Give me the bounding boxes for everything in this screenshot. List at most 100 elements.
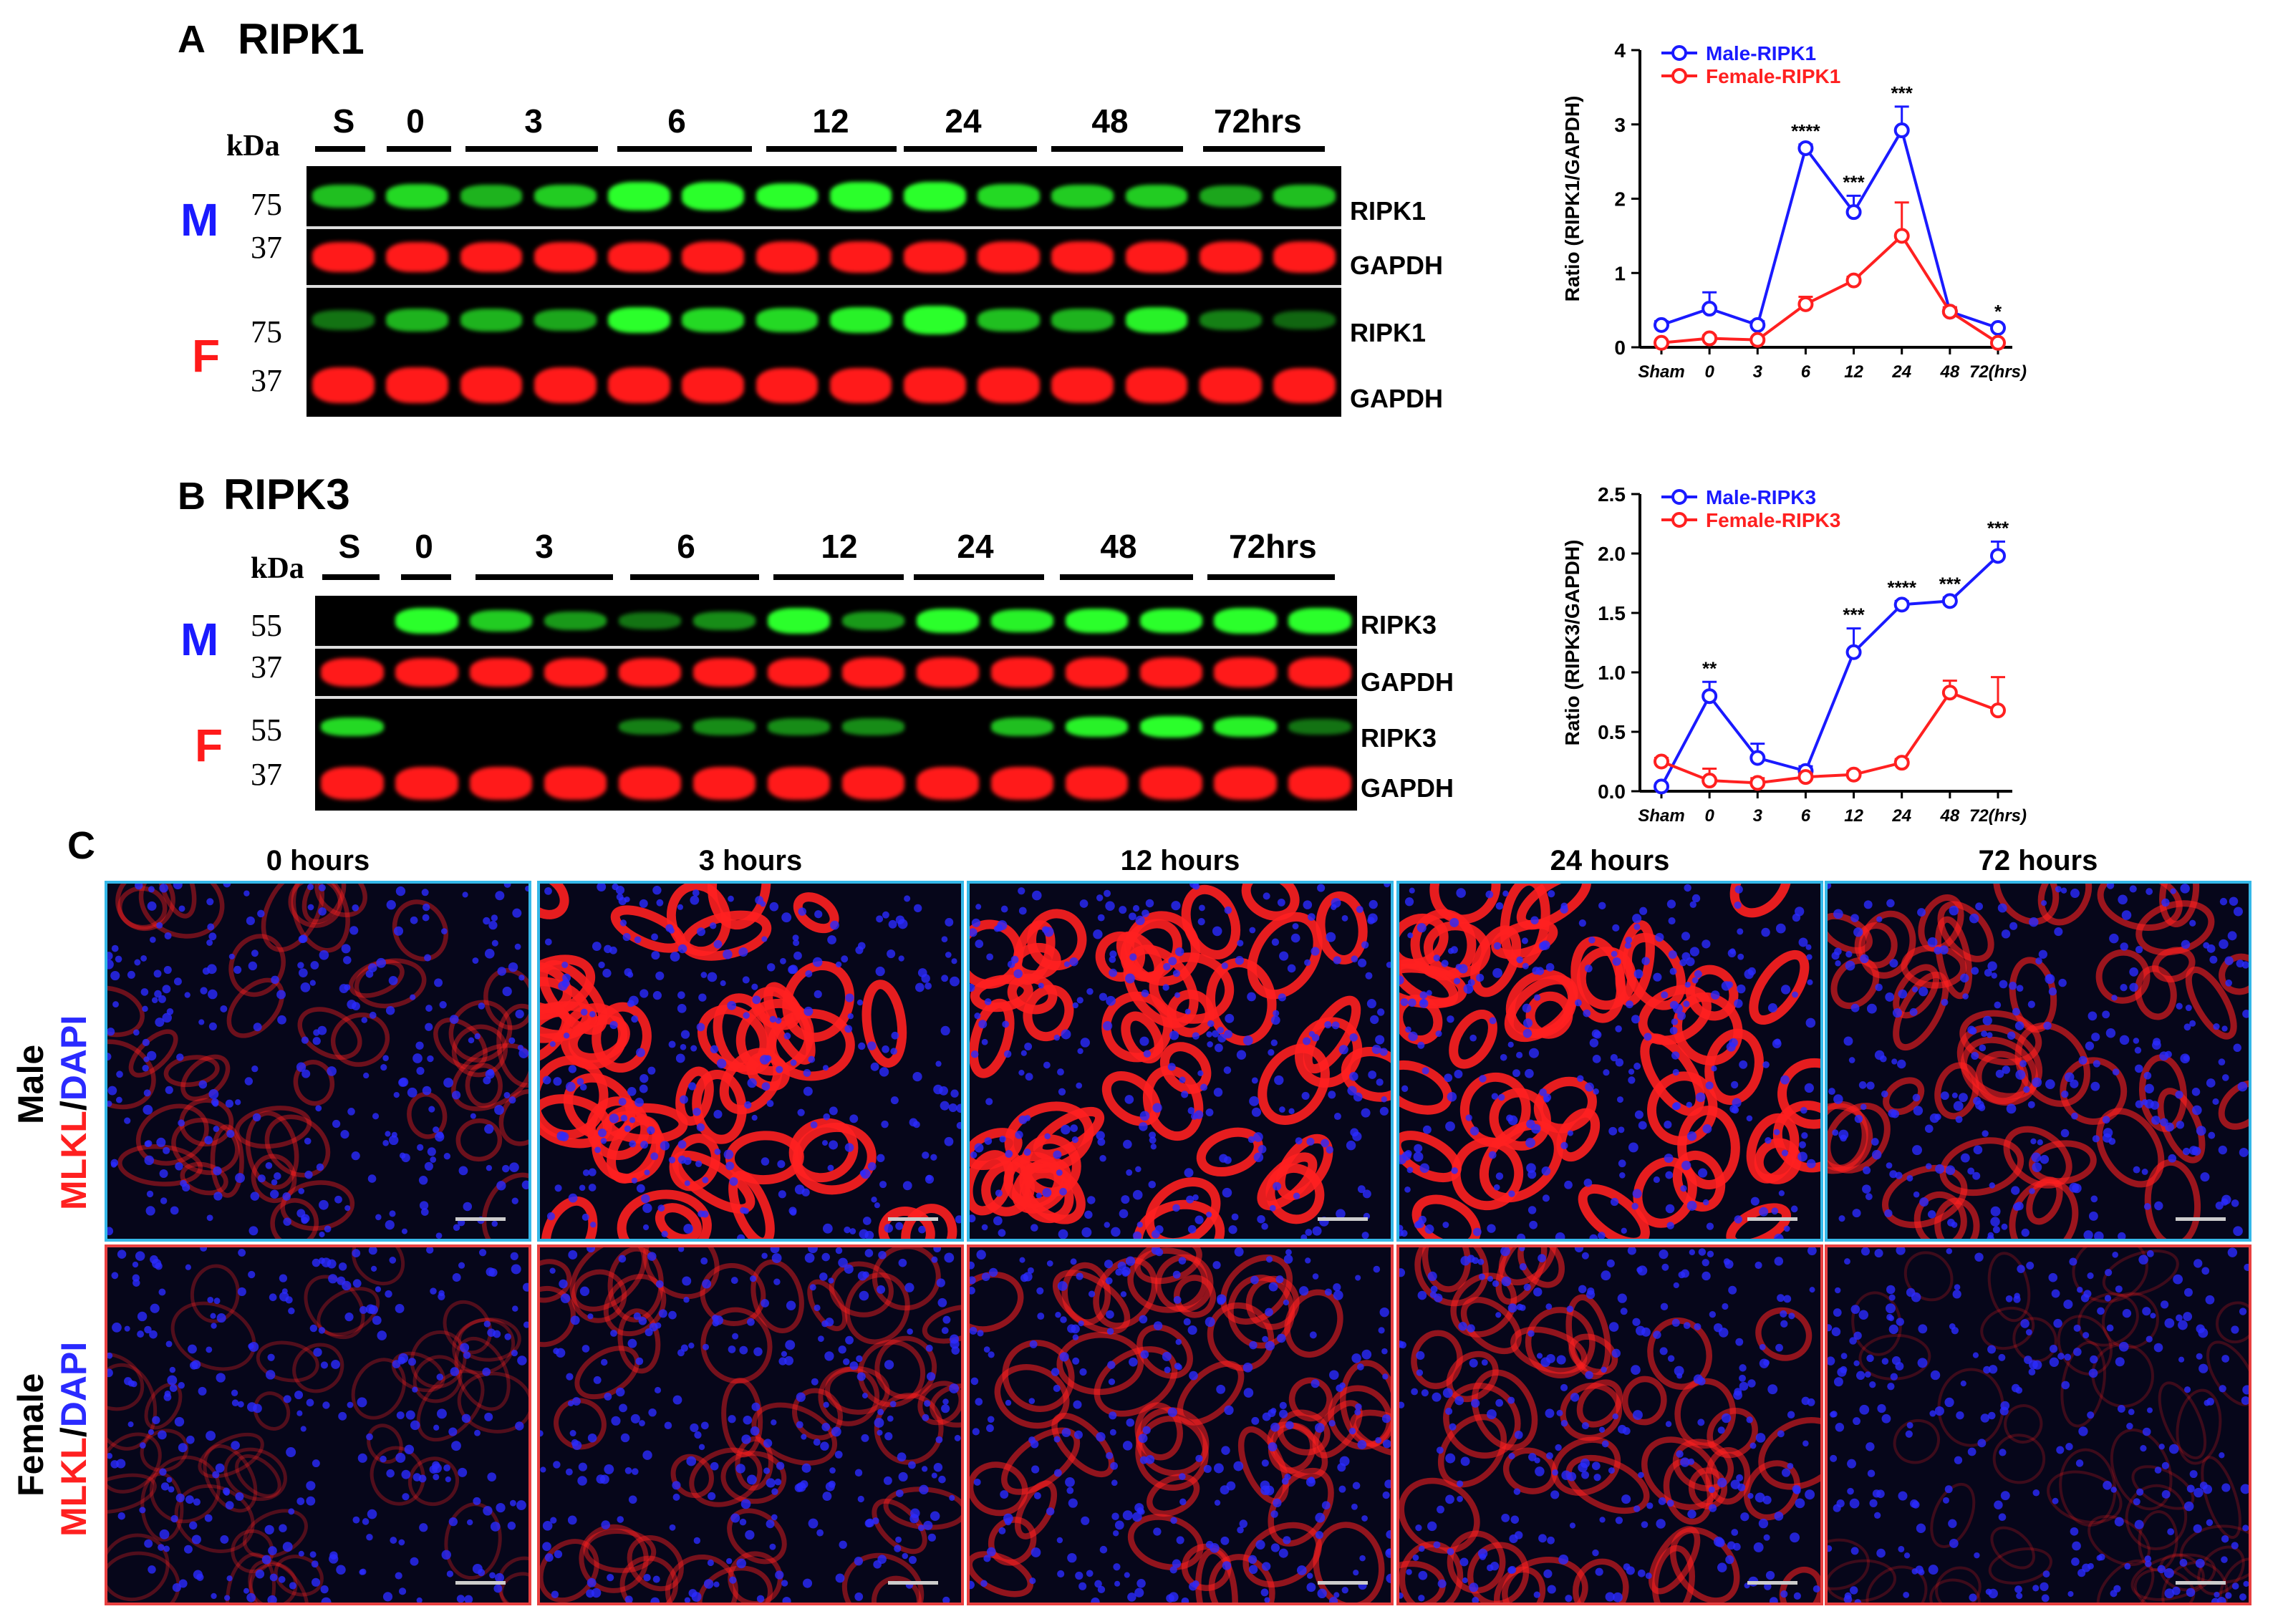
nucleus-dot [1401, 1085, 1409, 1092]
nucleus-dot [1560, 1141, 1568, 1150]
nucleus-dot [1773, 1128, 1780, 1136]
nucleus-dot [213, 1192, 223, 1201]
nucleus-dot [1593, 1474, 1601, 1482]
tubule-stain [1729, 884, 1792, 918]
nucleus-dot [2106, 1324, 2114, 1332]
nucleus-dot [1192, 1580, 1200, 1587]
nucleus-dot [1673, 1282, 1679, 1289]
nucleus-dot [1615, 1025, 1622, 1033]
nucleus-dot [739, 1345, 748, 1355]
tubule-stain [665, 1554, 738, 1603]
tubule-stain [1207, 1302, 1275, 1371]
nucleus-dot [1495, 1172, 1504, 1180]
nucleus-dot [2179, 1559, 2188, 1567]
nucleus-dot [713, 1581, 720, 1587]
nucleus-dot [1954, 1456, 1963, 1464]
nucleus-dot [1326, 932, 1336, 942]
tubule-stain [243, 1509, 308, 1559]
nucleus-dot [1136, 1222, 1143, 1228]
nucleus-dot [1179, 1498, 1187, 1506]
nucleus-dot [1958, 1093, 1968, 1103]
nucleus-dot [1737, 953, 1744, 960]
nucleus-dot [2209, 955, 2218, 964]
nucleus-dot [504, 1333, 511, 1340]
nucleus-dot [1790, 1205, 1798, 1213]
nucleus-dot [890, 1048, 897, 1055]
nucleus-dot [1093, 929, 1103, 939]
tubule-stain [1854, 922, 1898, 969]
nucleus-dot [311, 1577, 321, 1587]
tubule-stain [253, 1391, 291, 1431]
nucleus-dot [248, 1226, 259, 1236]
nucleus-dot [1181, 1091, 1189, 1098]
nucleus-dot [1845, 960, 1855, 971]
nucleus-dot [871, 1197, 877, 1203]
data-point [1845, 204, 1862, 221]
nucleus-dot [212, 1471, 220, 1479]
nucleus-dot [1886, 1313, 1893, 1321]
nucleus-dot [347, 1000, 357, 1010]
nucleus-dot [1866, 1003, 1877, 1014]
time-header: 3 hours [698, 845, 803, 876]
nucleus-dot [800, 1480, 809, 1489]
nucleus-dot [1212, 1030, 1220, 1038]
nucleus-dot [1314, 1423, 1325, 1433]
nucleus-dot [1088, 1290, 1096, 1297]
nucleus-dot [424, 1161, 433, 1171]
tubule-stain [1011, 1157, 1072, 1214]
nucleus-dot [1940, 1091, 1949, 1101]
nucleus-dot [2102, 1010, 2110, 1019]
nucleus-dot [1728, 1285, 1737, 1295]
nucleus-dot [1434, 1293, 1443, 1302]
nucleus-dot [862, 1217, 872, 1225]
nucleus-dot [318, 1257, 325, 1265]
nucleus-dot [234, 1099, 241, 1106]
nucleus-dot [1849, 1498, 1860, 1509]
micrograph-image [1828, 884, 2249, 1239]
nucleus-dot [268, 1546, 277, 1555]
tubule-stain [496, 1003, 528, 1088]
nucleus-dot [2205, 1295, 2215, 1305]
nucleus-dot [148, 1429, 155, 1436]
nucleus-dot [2027, 1000, 2036, 1008]
nucleus-dot [2052, 1497, 2059, 1504]
nucleus-dot [2221, 1025, 2228, 1032]
nucleus-dot [2175, 1091, 2183, 1099]
nucleus-dot [470, 1113, 476, 1119]
nucleus-dot [367, 1509, 377, 1519]
nucleus-dot [158, 995, 166, 1003]
nucleus-dot [761, 1299, 769, 1308]
nucleus-dot [728, 1415, 736, 1424]
nucleus-dot [973, 1478, 981, 1486]
nucleus-dot [1384, 884, 1391, 888]
nucleus-dot [1419, 999, 1429, 1008]
nucleus-dot [1581, 1252, 1589, 1260]
nucleus-dot [117, 1512, 125, 1520]
nucleus-dot [849, 1361, 859, 1371]
nucleus-dot [1891, 1356, 1901, 1366]
nucleus-dot [1501, 1513, 1510, 1522]
nucleus-dot [107, 959, 114, 970]
nucleus-dot [1172, 1559, 1182, 1568]
nucleus-dot [107, 1453, 113, 1459]
tubule-stain [1051, 1413, 1115, 1478]
nucleus-dot [1213, 1463, 1224, 1474]
nucleus-dot [2083, 1290, 2092, 1298]
panel-b-lane-label: 3 [535, 528, 554, 565]
nucleus-dot [805, 970, 813, 977]
nucleus-dot [1759, 1343, 1766, 1350]
nucleus-dot [1404, 1150, 1412, 1158]
nucleus-dot [1898, 989, 1908, 999]
nucleus-dot [2012, 1007, 2020, 1016]
x-tick-label: 72(hrs) [1969, 362, 2027, 382]
nucleus-dot [1155, 1248, 1164, 1257]
nucleus-dot [735, 1464, 745, 1474]
scale-bar [888, 1217, 938, 1221]
tubule-stain [2158, 1381, 2207, 1460]
nucleus-dot [250, 1192, 260, 1201]
nucleus-dot [1072, 1002, 1078, 1009]
nucleus-dot [702, 1176, 709, 1184]
nucleus-dot [930, 1154, 937, 1161]
nucleus-dot [1414, 1221, 1422, 1229]
nucleus-dot [1132, 904, 1140, 912]
